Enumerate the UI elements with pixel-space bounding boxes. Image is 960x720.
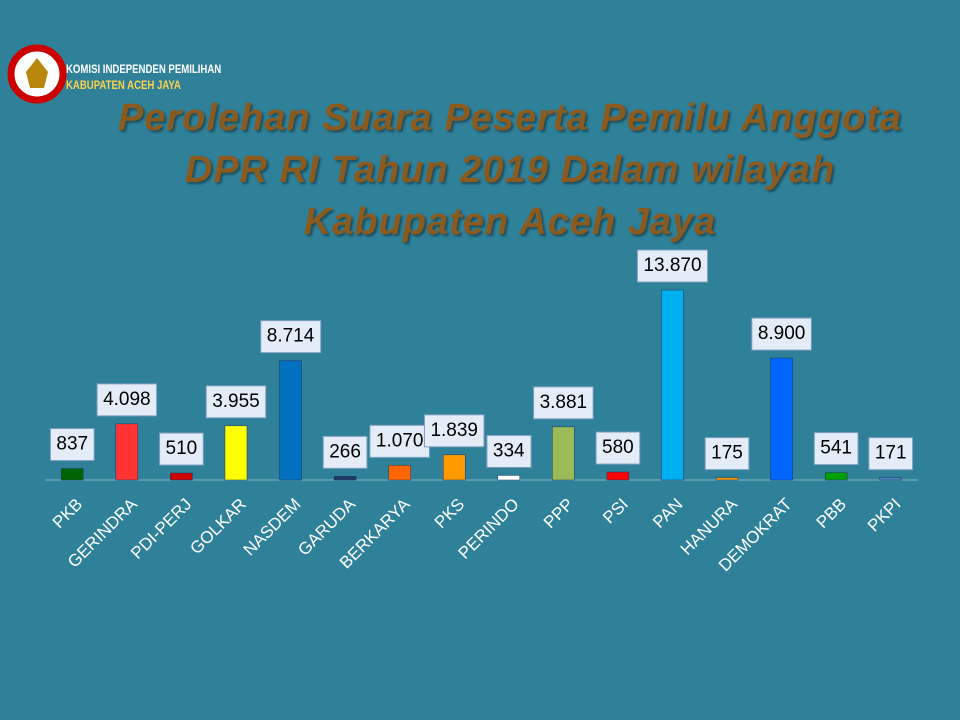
value-label: 4.098: [103, 389, 151, 410]
value-label-box: [486, 434, 532, 468]
value-label: 3.881: [540, 392, 588, 413]
value-label: 580: [602, 437, 634, 458]
bar: [61, 468, 84, 481]
x-tick-label: PBB: [813, 495, 850, 532]
value-label: 8.900: [758, 323, 806, 344]
x-tick-label: PKS: [431, 495, 468, 532]
bar: [497, 475, 521, 481]
value-label: 13.870: [643, 255, 701, 276]
bar: [388, 465, 411, 481]
value-label-box: [322, 435, 368, 469]
value-label: 334: [493, 440, 525, 461]
value-label: 171: [875, 443, 907, 464]
chart-title: Perolehan Suara Peserta Pemilu Anggota D…: [117, 97, 903, 243]
bar: [824, 472, 848, 481]
x-tick-label: PKPI: [864, 495, 905, 536]
bar: [224, 425, 248, 481]
x-tick-label: PSI: [599, 495, 632, 528]
value-label-box: [369, 424, 430, 458]
value-label-box: [423, 414, 485, 448]
bar: [279, 360, 302, 481]
logo-line2: KABUPATEN ACEH JAYA: [66, 78, 181, 92]
x-tick-label: PPP: [540, 495, 577, 532]
value-label: 1.070: [376, 430, 424, 451]
x-tick-label: PAN: [649, 495, 686, 532]
value-label: 266: [329, 441, 361, 462]
bar: [715, 477, 739, 481]
logo-line1: KOMISI INDEPENDEN PEMILIHAN: [66, 62, 222, 76]
value-label-box: [704, 437, 750, 471]
x-tick-label: NASDEM: [240, 495, 305, 560]
value-label: 837: [56, 434, 88, 455]
bar: [170, 472, 193, 481]
bar: [770, 357, 793, 481]
value-label-box: [49, 428, 95, 462]
value-label: 3.955: [212, 391, 260, 412]
logo-garuda: [26, 58, 48, 88]
bar: [879, 477, 902, 481]
bar: [661, 289, 684, 481]
x-tick-label: PKB: [49, 495, 86, 532]
value-label-box: [205, 385, 267, 419]
value-label-box: [636, 249, 709, 283]
value-label-box: [813, 432, 859, 466]
value-label: 541: [820, 438, 852, 459]
value-label: 175: [711, 443, 743, 464]
bar: [442, 454, 466, 481]
value-label-box: [260, 320, 322, 354]
value-label-box: [595, 431, 641, 465]
bar: [115, 423, 139, 481]
value-label: 510: [166, 438, 198, 459]
value-label-box: [751, 317, 812, 351]
value-label-box: [159, 432, 204, 466]
value-label: 1.839: [430, 420, 478, 441]
bar: [552, 426, 575, 481]
bar: [333, 476, 357, 481]
value-label-box: [868, 437, 914, 471]
value-label: 8.714: [267, 326, 315, 347]
value-label-box: [96, 383, 158, 417]
value-label-box: [533, 386, 594, 420]
bar: [606, 471, 630, 481]
x-tick-label: GOLKAR: [186, 495, 250, 559]
